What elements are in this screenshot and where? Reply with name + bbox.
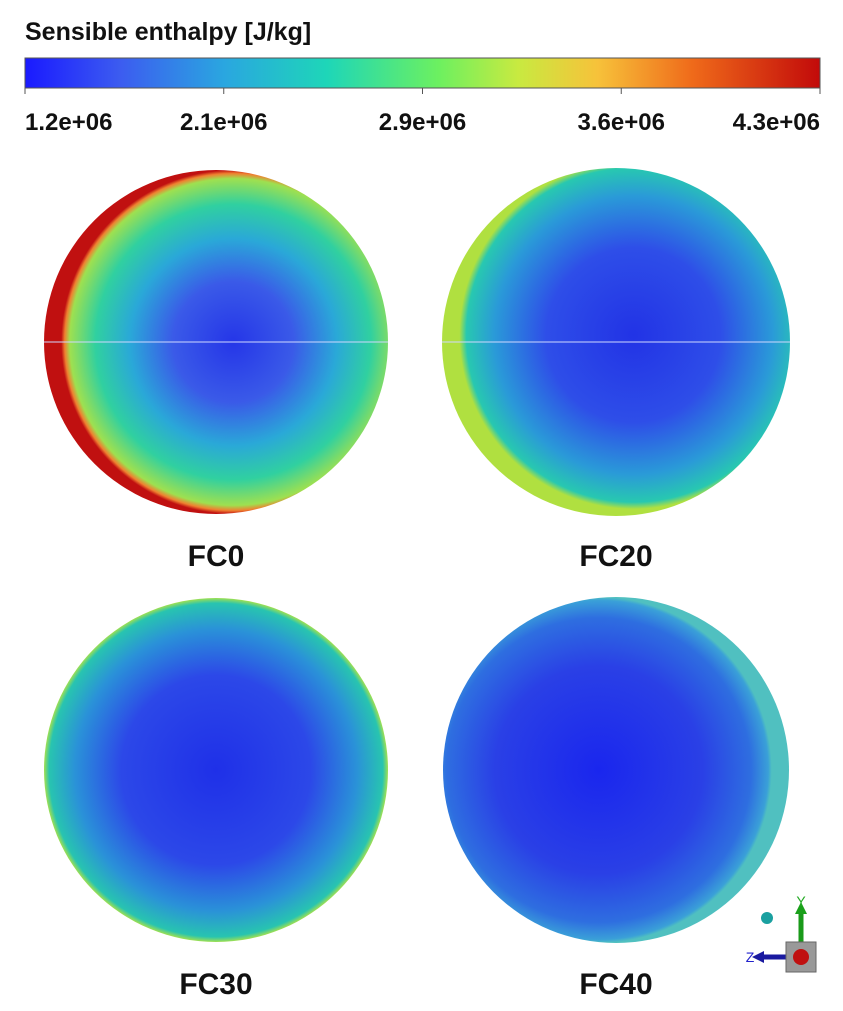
panel-label: FC0 (188, 540, 245, 573)
panel-label: FC20 (579, 540, 652, 573)
colorbar (24, 57, 821, 89)
contour-fc30 (44, 598, 388, 942)
panel-label: FC40 (579, 968, 652, 1001)
triad-y-label: Y (796, 893, 806, 909)
colorbar-title: Sensible enthalpy [J/kg] (25, 18, 311, 46)
colorbar-tick-label: 2.1e+06 (180, 109, 267, 136)
triad-z-label: Z (746, 949, 755, 965)
contour-fc40 (443, 597, 789, 943)
panel-label: FC30 (179, 968, 252, 1001)
colorbar-tick-label: 3.6e+06 (578, 109, 665, 136)
axis-triad: Y Z (746, 893, 817, 973)
colorbar-tick-label: 2.9e+06 (379, 109, 466, 136)
colorbar-tick-label: 4.3e+06 (733, 109, 820, 136)
colorbar-tick-label: 1.2e+06 (25, 109, 112, 136)
